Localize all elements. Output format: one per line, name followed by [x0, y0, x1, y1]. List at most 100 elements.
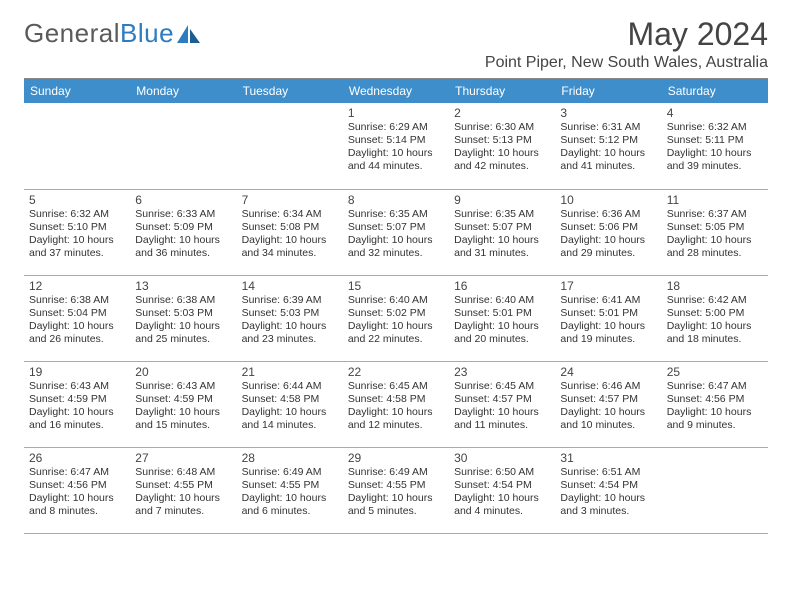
- day-info: Sunrise: 6:51 AMSunset: 4:54 PMDaylight:…: [560, 466, 656, 519]
- sunset-text: Sunset: 5:10 PM: [29, 221, 125, 234]
- day-info: Sunrise: 6:36 AMSunset: 5:06 PMDaylight:…: [560, 208, 656, 261]
- day-info: Sunrise: 6:37 AMSunset: 5:05 PMDaylight:…: [667, 208, 763, 261]
- day-info: Sunrise: 6:34 AMSunset: 5:08 PMDaylight:…: [242, 208, 338, 261]
- daylight-text: Daylight: 10 hours and 6 minutes.: [242, 492, 338, 518]
- day-number: 12: [29, 279, 125, 293]
- day-info: Sunrise: 6:38 AMSunset: 5:03 PMDaylight:…: [135, 294, 231, 347]
- sunrise-text: Sunrise: 6:35 AM: [454, 208, 550, 221]
- calendar-cell: 23Sunrise: 6:45 AMSunset: 4:57 PMDayligh…: [449, 361, 555, 447]
- day-info: Sunrise: 6:38 AMSunset: 5:04 PMDaylight:…: [29, 294, 125, 347]
- day-number: 27: [135, 451, 231, 465]
- day-number: 28: [242, 451, 338, 465]
- calendar-row: 5Sunrise: 6:32 AMSunset: 5:10 PMDaylight…: [24, 189, 768, 275]
- calendar-cell: 2Sunrise: 6:30 AMSunset: 5:13 PMDaylight…: [449, 103, 555, 189]
- sunset-text: Sunset: 5:00 PM: [667, 307, 763, 320]
- header: GeneralBlue May 2024 Point Piper, New So…: [24, 18, 768, 72]
- calendar-cell-empty: [130, 103, 236, 189]
- daylight-text: Daylight: 10 hours and 3 minutes.: [560, 492, 656, 518]
- day-number: 3: [560, 106, 656, 120]
- day-info: Sunrise: 6:43 AMSunset: 4:59 PMDaylight:…: [135, 380, 231, 433]
- calendar-page: GeneralBlue May 2024 Point Piper, New So…: [0, 0, 792, 546]
- day-number: 31: [560, 451, 656, 465]
- day-info: Sunrise: 6:32 AMSunset: 5:10 PMDaylight:…: [29, 208, 125, 261]
- daylight-text: Daylight: 10 hours and 20 minutes.: [454, 320, 550, 346]
- calendar-cell-empty: [237, 103, 343, 189]
- sunrise-text: Sunrise: 6:41 AM: [560, 294, 656, 307]
- sunset-text: Sunset: 5:09 PM: [135, 221, 231, 234]
- calendar-cell: 24Sunrise: 6:46 AMSunset: 4:57 PMDayligh…: [555, 361, 661, 447]
- calendar-cell: 21Sunrise: 6:44 AMSunset: 4:58 PMDayligh…: [237, 361, 343, 447]
- calendar-cell: 31Sunrise: 6:51 AMSunset: 4:54 PMDayligh…: [555, 447, 661, 533]
- day-info: Sunrise: 6:31 AMSunset: 5:12 PMDaylight:…: [560, 121, 656, 174]
- sunrise-text: Sunrise: 6:34 AM: [242, 208, 338, 221]
- calendar-cell: 1Sunrise: 6:29 AMSunset: 5:14 PMDaylight…: [343, 103, 449, 189]
- daylight-text: Daylight: 10 hours and 39 minutes.: [667, 147, 763, 173]
- day-number: 29: [348, 451, 444, 465]
- sunrise-text: Sunrise: 6:51 AM: [560, 466, 656, 479]
- day-number: 14: [242, 279, 338, 293]
- header-monday: Monday: [130, 79, 236, 103]
- calendar-cell: 4Sunrise: 6:32 AMSunset: 5:11 PMDaylight…: [662, 103, 768, 189]
- day-number: 8: [348, 193, 444, 207]
- calendar-row: 1Sunrise: 6:29 AMSunset: 5:14 PMDaylight…: [24, 103, 768, 189]
- day-number: 15: [348, 279, 444, 293]
- day-info: Sunrise: 6:35 AMSunset: 5:07 PMDaylight:…: [348, 208, 444, 261]
- sunset-text: Sunset: 4:57 PM: [454, 393, 550, 406]
- sunrise-text: Sunrise: 6:32 AM: [667, 121, 763, 134]
- sunset-text: Sunset: 4:54 PM: [454, 479, 550, 492]
- calendar-cell: 9Sunrise: 6:35 AMSunset: 5:07 PMDaylight…: [449, 189, 555, 275]
- sunrise-text: Sunrise: 6:39 AM: [242, 294, 338, 307]
- sunset-text: Sunset: 5:07 PM: [348, 221, 444, 234]
- calendar-cell: 7Sunrise: 6:34 AMSunset: 5:08 PMDaylight…: [237, 189, 343, 275]
- sunrise-text: Sunrise: 6:40 AM: [348, 294, 444, 307]
- day-number: 17: [560, 279, 656, 293]
- day-number: 24: [560, 365, 656, 379]
- logo-sail-icon: [176, 23, 202, 45]
- day-number: 2: [454, 106, 550, 120]
- day-number: 1: [348, 106, 444, 120]
- day-info: Sunrise: 6:39 AMSunset: 5:03 PMDaylight:…: [242, 294, 338, 347]
- day-number: 20: [135, 365, 231, 379]
- sunrise-text: Sunrise: 6:47 AM: [667, 380, 763, 393]
- sunrise-text: Sunrise: 6:49 AM: [242, 466, 338, 479]
- day-info: Sunrise: 6:42 AMSunset: 5:00 PMDaylight:…: [667, 294, 763, 347]
- sunset-text: Sunset: 4:59 PM: [29, 393, 125, 406]
- sunrise-text: Sunrise: 6:44 AM: [242, 380, 338, 393]
- day-info: Sunrise: 6:44 AMSunset: 4:58 PMDaylight:…: [242, 380, 338, 433]
- sunrise-text: Sunrise: 6:31 AM: [560, 121, 656, 134]
- sunrise-text: Sunrise: 6:40 AM: [454, 294, 550, 307]
- daylight-text: Daylight: 10 hours and 42 minutes.: [454, 147, 550, 173]
- day-info: Sunrise: 6:45 AMSunset: 4:57 PMDaylight:…: [454, 380, 550, 433]
- calendar-cell: 11Sunrise: 6:37 AMSunset: 5:05 PMDayligh…: [662, 189, 768, 275]
- calendar-cell: 22Sunrise: 6:45 AMSunset: 4:58 PMDayligh…: [343, 361, 449, 447]
- sunrise-text: Sunrise: 6:49 AM: [348, 466, 444, 479]
- daylight-text: Daylight: 10 hours and 5 minutes.: [348, 492, 444, 518]
- daylight-text: Daylight: 10 hours and 10 minutes.: [560, 406, 656, 432]
- calendar-cell: 5Sunrise: 6:32 AMSunset: 5:10 PMDaylight…: [24, 189, 130, 275]
- day-number: 5: [29, 193, 125, 207]
- day-info: Sunrise: 6:48 AMSunset: 4:55 PMDaylight:…: [135, 466, 231, 519]
- header-sunday: Sunday: [24, 79, 130, 103]
- daylight-text: Daylight: 10 hours and 19 minutes.: [560, 320, 656, 346]
- sunrise-text: Sunrise: 6:45 AM: [454, 380, 550, 393]
- header-thursday: Thursday: [449, 79, 555, 103]
- daylight-text: Daylight: 10 hours and 34 minutes.: [242, 234, 338, 260]
- sunrise-text: Sunrise: 6:37 AM: [667, 208, 763, 221]
- calendar-cell: 10Sunrise: 6:36 AMSunset: 5:06 PMDayligh…: [555, 189, 661, 275]
- day-header-row: Sunday Monday Tuesday Wednesday Thursday…: [24, 79, 768, 103]
- day-info: Sunrise: 6:41 AMSunset: 5:01 PMDaylight:…: [560, 294, 656, 347]
- sunrise-text: Sunrise: 6:43 AM: [29, 380, 125, 393]
- daylight-text: Daylight: 10 hours and 7 minutes.: [135, 492, 231, 518]
- daylight-text: Daylight: 10 hours and 26 minutes.: [29, 320, 125, 346]
- sunrise-text: Sunrise: 6:47 AM: [29, 466, 125, 479]
- day-info: Sunrise: 6:46 AMSunset: 4:57 PMDaylight:…: [560, 380, 656, 433]
- sunset-text: Sunset: 5:14 PM: [348, 134, 444, 147]
- daylight-text: Daylight: 10 hours and 37 minutes.: [29, 234, 125, 260]
- sunset-text: Sunset: 4:56 PM: [667, 393, 763, 406]
- calendar-cell: 13Sunrise: 6:38 AMSunset: 5:03 PMDayligh…: [130, 275, 236, 361]
- day-info: Sunrise: 6:30 AMSunset: 5:13 PMDaylight:…: [454, 121, 550, 174]
- sunset-text: Sunset: 5:03 PM: [242, 307, 338, 320]
- month-title: May 2024: [485, 18, 768, 50]
- day-number: 4: [667, 106, 763, 120]
- day-number: 9: [454, 193, 550, 207]
